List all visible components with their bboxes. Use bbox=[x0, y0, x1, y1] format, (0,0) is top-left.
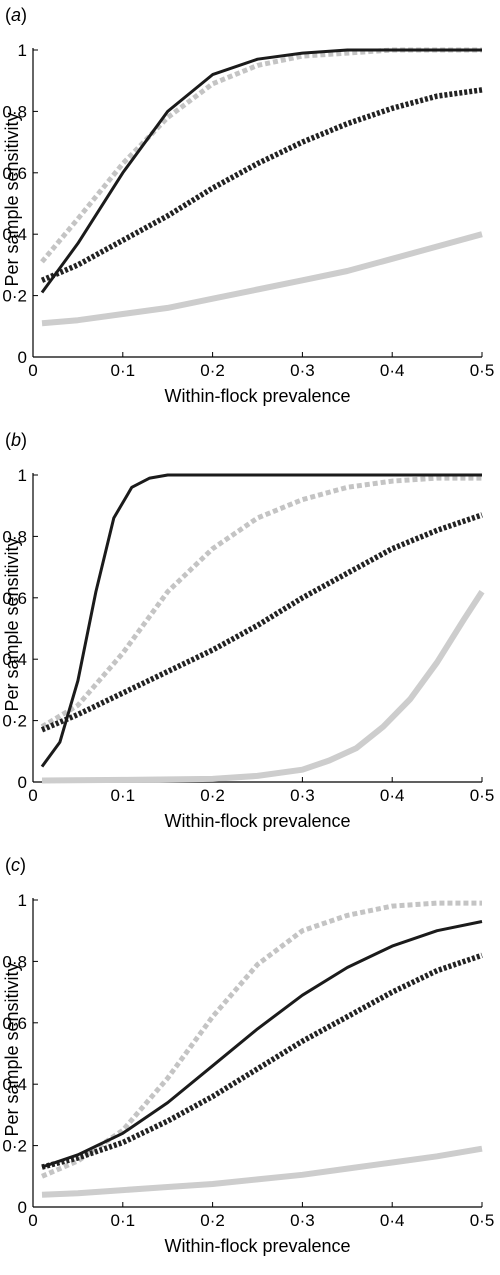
panel-label-open: ( bbox=[5, 5, 11, 25]
panel-label-letter: a bbox=[11, 5, 21, 25]
panel-label-letter: c bbox=[11, 855, 20, 875]
y-tick-label: 0·4 bbox=[2, 1075, 27, 1094]
y-tick-label: 0·8 bbox=[2, 952, 27, 971]
series-line-dashed-gray bbox=[40, 47, 482, 264]
x-axis-label: Within-flock prevalence bbox=[164, 811, 350, 831]
series-line-solid-black bbox=[41, 920, 483, 1169]
y-tick-label: 1 bbox=[18, 891, 27, 910]
panel-label-close: ) bbox=[21, 5, 27, 25]
chart-svg: (c) 0 0·1 0·2 0·3 0·4 0·5 0 0·2 0·4 0·6 0·8 1 Within-… bbox=[2, 855, 495, 1256]
x-tick-label: 0 bbox=[28, 786, 37, 805]
series-line-dotted-black bbox=[41, 952, 483, 1170]
y-tick-label: 1 bbox=[18, 466, 27, 485]
panel-label-close: ) bbox=[21, 430, 27, 450]
y-tick-label: 0·4 bbox=[2, 650, 27, 669]
chart-panel-a: (a) 0 0·1 0·2 0·3 0·4 0·5 0 0·2 0·4 0·6 0·8 1 Within-… bbox=[0, 0, 500, 425]
x-tick-label: 0·5 bbox=[470, 361, 495, 380]
series-line-solid-black bbox=[40, 48, 482, 294]
x-tick-label: 0·4 bbox=[380, 361, 405, 380]
panel-label-open: ( bbox=[5, 855, 11, 875]
panel-label: (c) bbox=[5, 855, 26, 875]
y-tick-label: 0·2 bbox=[2, 712, 27, 731]
y-tick-label: 0·8 bbox=[2, 527, 27, 546]
series-line-dashed-gray bbox=[40, 475, 482, 729]
y-tick-label: 0·6 bbox=[2, 1014, 27, 1033]
x-tick-label: 0 bbox=[28, 361, 37, 380]
y-tick-label: 0·2 bbox=[2, 287, 27, 306]
x-tick-label: 0·5 bbox=[470, 786, 495, 805]
y-tick-label: 0 bbox=[18, 1198, 27, 1217]
series-line-thick-gray bbox=[41, 1145, 483, 1198]
panel-label: (b) bbox=[5, 430, 27, 450]
y-tick-label: 1 bbox=[18, 41, 27, 60]
series-line-dotted-black bbox=[40, 87, 483, 283]
x-tick-label: 0·3 bbox=[290, 361, 315, 380]
series-line-thick-gray bbox=[41, 231, 483, 327]
y-tick-label: 0·6 bbox=[2, 589, 27, 608]
y-axis-label: Per sample sensitivity bbox=[2, 112, 22, 286]
y-axis-label: Per sample sensitivity bbox=[2, 537, 22, 711]
y-tick-label: 0 bbox=[18, 773, 27, 792]
x-tick-label: 0·3 bbox=[290, 786, 315, 805]
x-tick-label: 0·1 bbox=[111, 1211, 136, 1230]
panel-label: (a) bbox=[5, 5, 27, 25]
y-tick-label: 0·8 bbox=[2, 102, 27, 121]
x-tick-label: 0·4 bbox=[380, 1211, 405, 1230]
x-tick-label: 0·4 bbox=[380, 786, 405, 805]
chart-panel-c: (c) 0 0·1 0·2 0·3 0·4 0·5 0 0·2 0·4 0·6 0·8 1 Within-… bbox=[0, 850, 500, 1275]
x-axis-label: Within-flock prevalence bbox=[164, 1236, 350, 1256]
chart-svg: (a) 0 0·1 0·2 0·3 0·4 0·5 0 0·2 0·4 0·6 0·8 1 Within-… bbox=[2, 5, 495, 406]
panel-label-open: ( bbox=[5, 430, 11, 450]
series-line-dotted-black bbox=[40, 512, 483, 733]
x-axis-label: Within-flock prevalence bbox=[164, 386, 350, 406]
y-tick-label: 0·4 bbox=[2, 225, 27, 244]
series-line-thick-gray bbox=[41, 590, 485, 784]
series-line-solid-black bbox=[40, 473, 482, 768]
x-tick-label: 0·3 bbox=[290, 1211, 315, 1230]
y-tick-label: 0·2 bbox=[2, 1137, 27, 1156]
x-tick-label: 0·5 bbox=[470, 1211, 495, 1230]
chart-svg: (b) 0 0·1 0·2 0·3 0·4 0·5 0 0·2 0·4 0·6 0·8 1 Within-… bbox=[2, 430, 495, 831]
panel-label-letter: b bbox=[11, 430, 21, 450]
x-tick-label: 0·2 bbox=[200, 361, 225, 380]
y-tick-label: 0 bbox=[18, 348, 27, 367]
x-tick-label: 0·2 bbox=[200, 1211, 225, 1230]
panel-label-close: ) bbox=[20, 855, 26, 875]
series-line-dashed-gray bbox=[41, 900, 482, 1179]
y-axis-label: Per sample sensitivity bbox=[2, 962, 22, 1136]
x-tick-label: 0·2 bbox=[200, 786, 225, 805]
x-tick-label: 0 bbox=[28, 1211, 37, 1230]
y-tick-label: 0·6 bbox=[2, 164, 27, 183]
chart-panel-b: (b) 0 0·1 0·2 0·3 0·4 0·5 0 0·2 0·4 0·6 0·8 1 Within-… bbox=[0, 425, 500, 850]
x-tick-label: 0·1 bbox=[111, 361, 136, 380]
x-tick-label: 0·1 bbox=[111, 786, 136, 805]
